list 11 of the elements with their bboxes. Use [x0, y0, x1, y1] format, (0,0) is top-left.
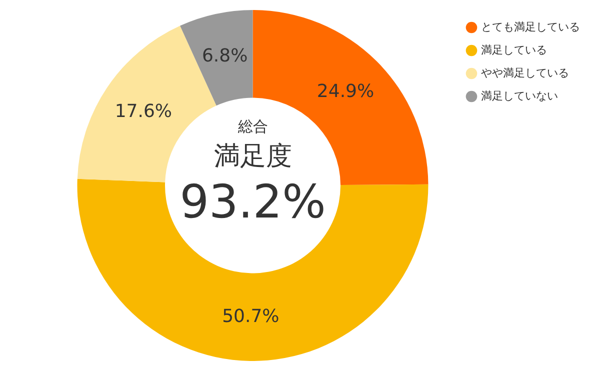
data-label: 17.6%	[114, 100, 172, 122]
legend-label: とても満足している	[481, 20, 580, 34]
legend-label: 満足している	[481, 43, 547, 56]
text: 総合	[236, 117, 268, 136]
legend-label: 満足していない	[481, 89, 558, 102]
data-label: 50.7%	[222, 306, 280, 327]
data-label: 24.9%	[316, 80, 374, 102]
data-label: 6.8%	[202, 46, 248, 67]
legend-label: やや満足している	[481, 66, 569, 80]
text: 93.2%	[180, 174, 326, 228]
text: 満足度	[214, 141, 292, 172]
